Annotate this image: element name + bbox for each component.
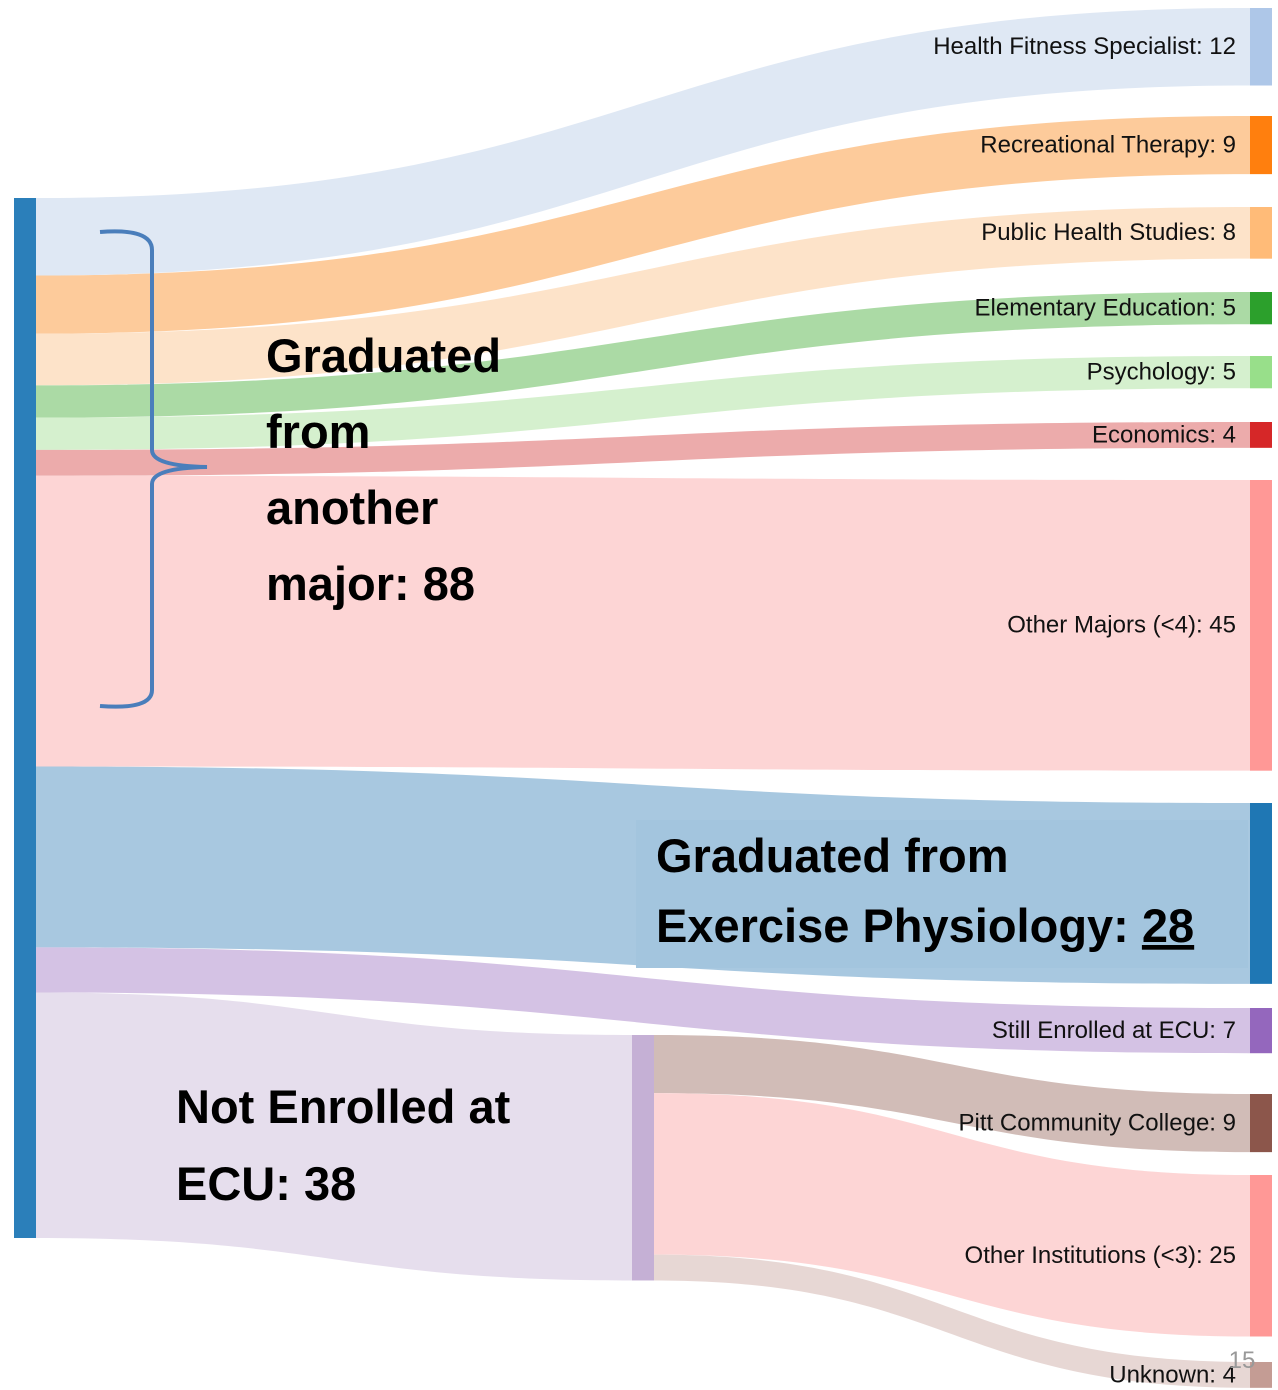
target-node: [1250, 8, 1272, 86]
labels: Health Fitness Specialist: 12 Recreationa…: [176, 33, 1248, 1388]
annotation: from: [266, 405, 370, 458]
node-label: Unknown: 4: [1109, 1361, 1236, 1388]
flow-link: [36, 947, 1250, 1054]
node-label: Other Majors (<4): 45: [1007, 612, 1236, 639]
flow-link: [36, 8, 1250, 276]
source-node: [14, 198, 36, 1238]
node-label: Pitt Community College: 9: [959, 1109, 1236, 1136]
node-label-big: ECU: 38: [176, 1157, 356, 1210]
annotation: major: 88: [266, 557, 475, 610]
annotation: another: [266, 481, 438, 534]
nodes: [14, 8, 1272, 1388]
node-label: Economics: 4: [1092, 421, 1236, 448]
node-label-emphasis: 28: [1142, 899, 1194, 952]
flow-link: [654, 1254, 1250, 1388]
node-label: Still Enrolled at ECU: 7: [992, 1017, 1236, 1044]
node-label: Health Fitness Specialist: 12: [933, 33, 1236, 60]
target-node: [1250, 803, 1272, 984]
label-backdrop: [636, 820, 1248, 968]
target-node: [1250, 207, 1272, 259]
flow-link: [36, 475, 1250, 771]
node-label: Elementary Education: 5: [975, 294, 1236, 321]
target-node: [1250, 116, 1272, 175]
flow-link: [36, 207, 1250, 386]
target-node: [1250, 422, 1272, 448]
annotation: Graduated: [266, 329, 501, 382]
flow-link: [36, 356, 1250, 450]
bracket: [99, 229, 208, 709]
target-node: [1250, 1094, 1272, 1153]
flow-link: [654, 1093, 1250, 1337]
target-node: [1250, 480, 1272, 771]
node-label: Psychology: 5: [1087, 358, 1236, 385]
flow-link: [654, 1035, 1250, 1153]
target-node: [1250, 1008, 1272, 1054]
flow-link: [36, 292, 1250, 418]
node-label-big: Not Enrolled at: [176, 1080, 511, 1133]
node-label: Recreational Therapy: 9: [980, 131, 1236, 158]
flow-link: [36, 422, 1250, 476]
target-node: [1250, 1362, 1272, 1388]
target-node: [1250, 1175, 1272, 1337]
middle-node: [632, 1035, 654, 1281]
node-label: Public Health Studies: 8: [981, 219, 1236, 246]
target-node: [1250, 356, 1272, 389]
node-label-big: Graduated from: [656, 829, 1009, 882]
node-label: Other Institutions (<3): 25: [965, 1242, 1236, 1269]
page-number: 15: [1229, 1347, 1256, 1374]
node-label-big: Exercise Physiology: 28: [656, 899, 1194, 952]
flow-link: [36, 992, 632, 1281]
flow-link: [36, 116, 1250, 334]
target-node: [1250, 292, 1272, 325]
